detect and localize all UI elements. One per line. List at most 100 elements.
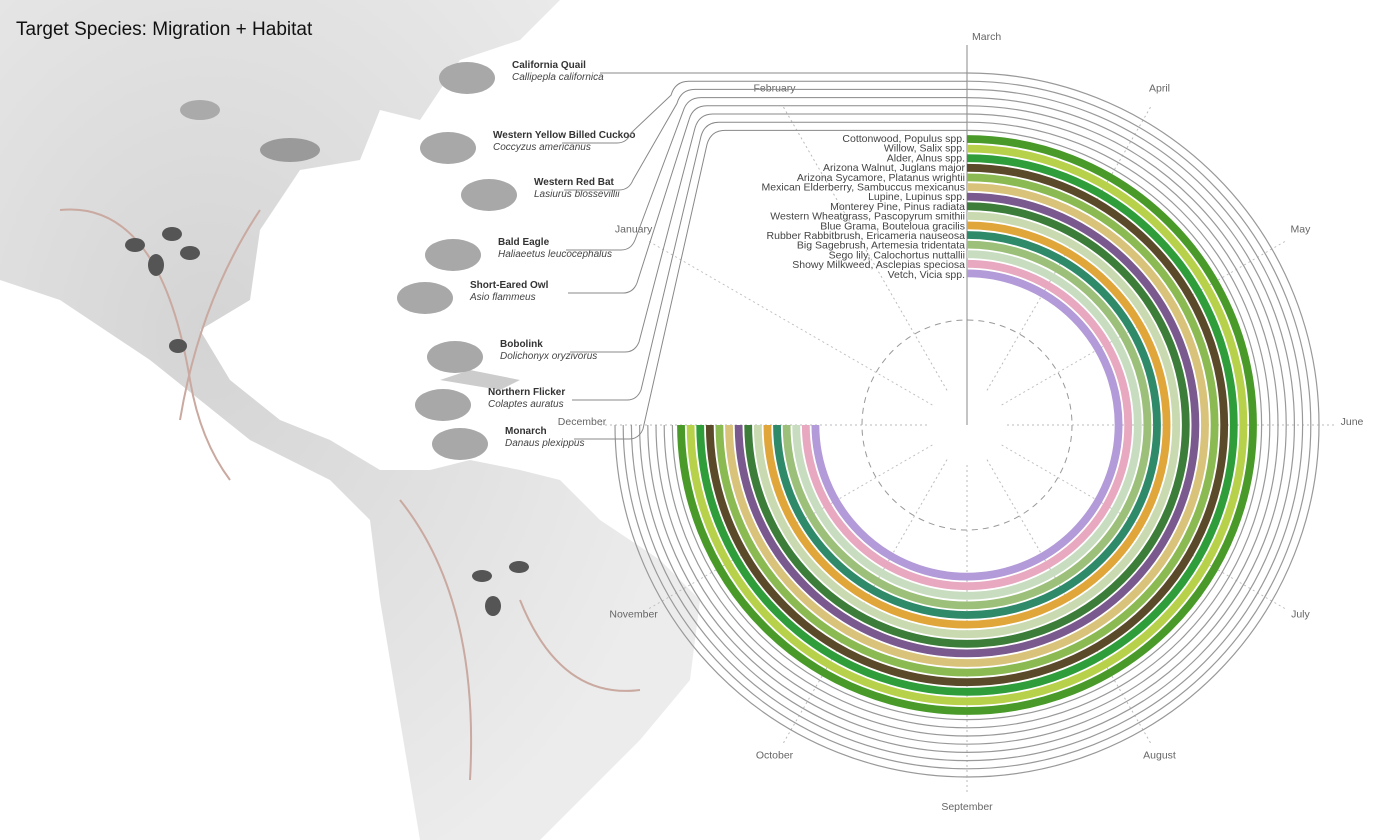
bird-icon (148, 254, 164, 276)
plant-label: Cottonwood, Populus spp. (842, 133, 965, 145)
species-latin: Callipepla californica (512, 72, 604, 83)
plant-ring (696, 154, 1238, 696)
month-label: August (1143, 749, 1176, 761)
species-ring (614, 72, 1320, 778)
bird-icon (180, 246, 200, 260)
month-label: July (1291, 609, 1310, 621)
month-label: March (972, 31, 1001, 43)
species-connector (564, 88, 967, 191)
month-label: September (941, 801, 993, 813)
species-connector (568, 105, 967, 294)
plant-label: Vetch, Vicia spp. (888, 269, 965, 281)
plant-ring (782, 240, 1152, 610)
month-label: May (1290, 224, 1311, 236)
species-silhouette (432, 428, 488, 460)
label-panel (600, 45, 967, 425)
species-connector (570, 113, 967, 353)
plant-ring (801, 259, 1133, 591)
plant-ring (744, 202, 1190, 648)
plant-ring (811, 269, 1123, 581)
plant-ring (705, 163, 1229, 687)
species-ring (647, 105, 1287, 745)
species-connector (566, 97, 967, 251)
map (0, 0, 700, 840)
plant-ring (677, 135, 1257, 715)
bird-icon (472, 570, 492, 582)
plant-label: Showy Milkweed, Asclepias speciosa (792, 259, 965, 271)
plant-label: Arizona Walnut, Juglans major (823, 162, 966, 174)
species-silhouette (439, 62, 495, 94)
species-silhouette (415, 389, 471, 421)
species-name: Bobolink (500, 339, 543, 350)
species-ring (663, 121, 1271, 729)
species-latin: Coccyzus americanus (493, 142, 591, 153)
species-latin: Dolichonyx oryzivorus (500, 351, 597, 362)
species-silhouette (397, 282, 453, 314)
species-name: Bald Eagle (498, 237, 550, 248)
species-latin: Lasiurus blossevillii (534, 189, 620, 200)
species-ring (622, 80, 1312, 770)
plant-label: Sego lily, Calochortus nuttallii (829, 249, 965, 261)
bird-icon (485, 596, 501, 616)
month-spoke (781, 104, 948, 391)
species-ring (630, 88, 1304, 762)
month-label: April (1149, 83, 1170, 95)
species-connector (562, 80, 967, 144)
bird-icon (169, 339, 187, 353)
species-ring (655, 113, 1279, 737)
month-label: October (756, 749, 794, 761)
plant-label: Western Wheatgrass, Pascopyrum smithii (770, 211, 965, 223)
plant-label: Arizona Sycamore, Platanus wrightii (797, 172, 965, 184)
month-label: November (609, 609, 658, 621)
month-label: January (615, 224, 653, 236)
plant-label: Willow, Salix spp. (884, 143, 965, 155)
month-spoke (646, 239, 933, 406)
plant-label: Mexican Elderberry, Sambuccus mexicanus (762, 182, 965, 194)
species-name: California Quail (512, 60, 586, 71)
plant-label: Monterey Pine, Pinus radiata (830, 201, 965, 213)
species-connector (574, 129, 967, 440)
species-silhouette (425, 239, 481, 271)
plant-label: Rubber Rabbitbrush, Ericameria nauseosa (767, 230, 966, 242)
plant-ring (734, 192, 1200, 658)
title: Target Species: Migration + Habitat (16, 19, 313, 40)
plant-label: Alder, Alnus spp. (887, 152, 965, 164)
month-spoke (646, 444, 933, 611)
plant-ring (725, 183, 1209, 667)
species-silhouette (461, 179, 517, 211)
month-spoke (1001, 239, 1288, 406)
month-spoke (986, 104, 1153, 391)
species-name: Short-Eared Owl (470, 280, 549, 291)
species-name: Monarch (505, 426, 547, 437)
plant-label: Big Sagebrush, Artemesia tridentata (797, 240, 965, 252)
inner-ring (861, 319, 1073, 531)
month-label: February (753, 83, 796, 95)
species-connector (572, 121, 967, 401)
plant-ring (715, 173, 1219, 677)
plant-ring (686, 144, 1248, 706)
month-spoke (781, 459, 948, 746)
lake (260, 138, 320, 162)
bird-icon (125, 238, 145, 252)
species-name: Northern Flicker (488, 387, 565, 398)
island (440, 370, 520, 390)
plant-ring (773, 231, 1161, 619)
month-label: December (558, 416, 607, 428)
landmass (0, 0, 700, 840)
species-silhouette (427, 341, 483, 373)
species-ring (639, 97, 1295, 753)
species-name: Western Yellow Billed Cuckoo (493, 130, 635, 141)
plant-ring (763, 221, 1171, 629)
species-latin: Danaus plexippus (505, 438, 585, 449)
month-spoke (1001, 444, 1288, 611)
plant-ring (792, 250, 1142, 600)
lake (180, 100, 220, 120)
plant-ring (753, 211, 1181, 639)
month-spoke (986, 459, 1153, 746)
migration-path (179, 209, 261, 421)
species-latin: Haliaeetus leucocephalus (498, 249, 612, 260)
plant-label: Blue Grama, Bouteloua gracilis (820, 220, 965, 232)
month-label: June (1341, 416, 1364, 428)
species-latin: Colaptes auratus (488, 399, 564, 410)
